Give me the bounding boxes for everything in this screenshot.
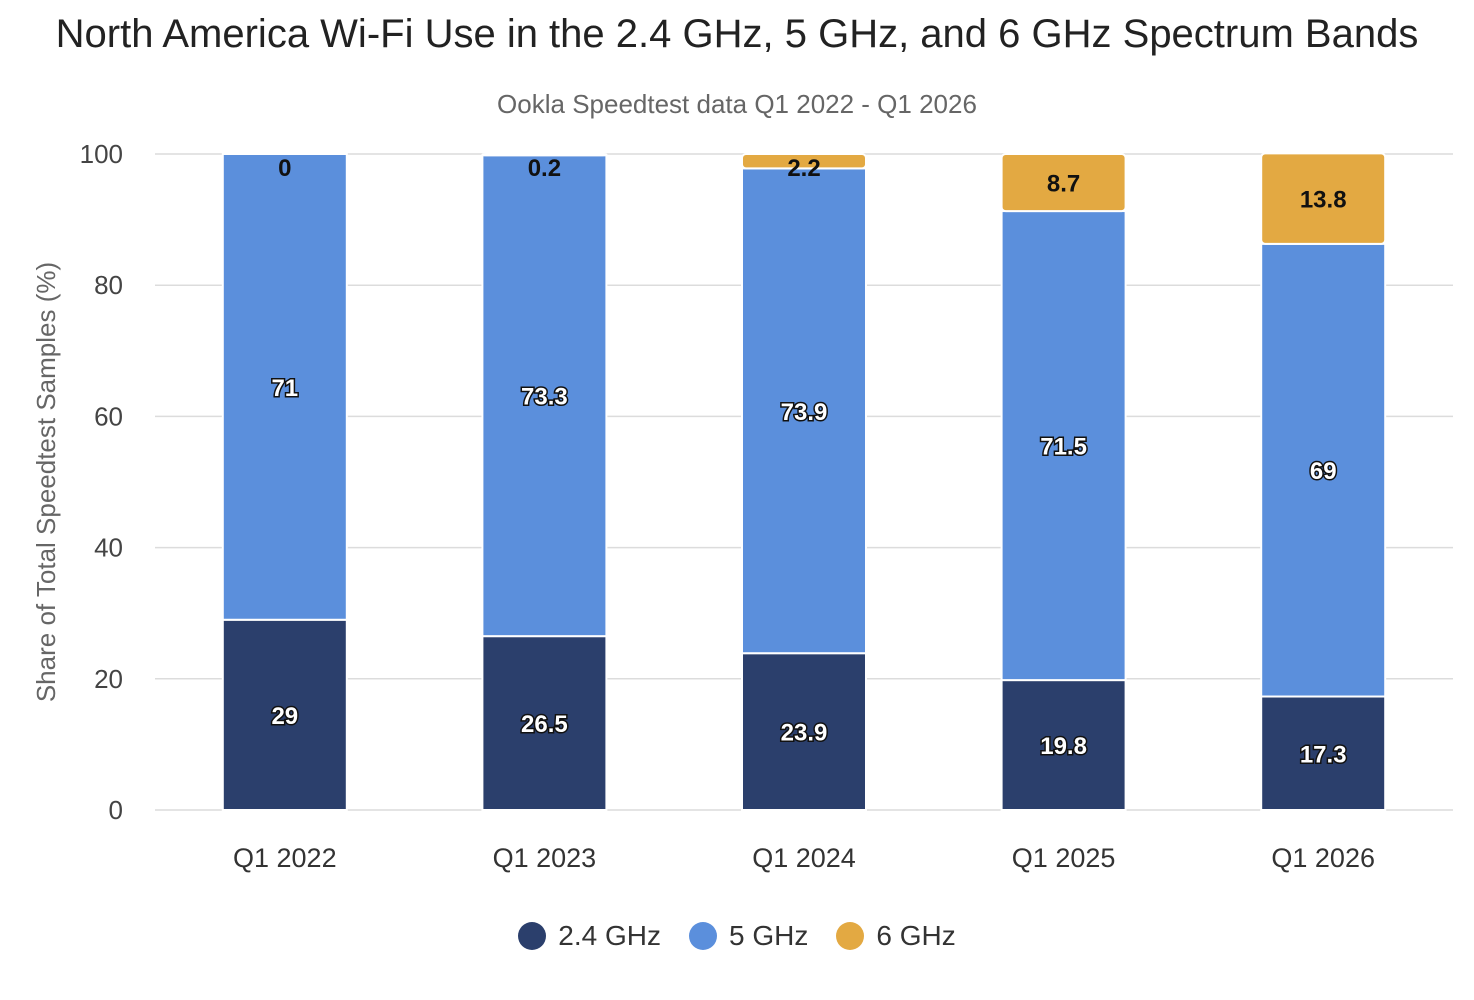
y-axis-ticks: 0 20 40 60 80 100 (80, 139, 123, 825)
x-tick-label: Q1 2024 (752, 843, 856, 873)
y-tick-label: 40 (94, 533, 123, 563)
data-label: 2.2 (787, 155, 820, 182)
bar-segment (741, 153, 867, 170)
legend-label: 6 GHz (876, 920, 956, 951)
bar-segment (1260, 242, 1387, 698)
bar-segment (741, 167, 867, 655)
data-label: 17.3 (1300, 741, 1347, 768)
legend-label: 2.4 GHz (558, 920, 661, 951)
bar-segment (221, 618, 348, 812)
bar-segment (1000, 679, 1127, 811)
data-label: 71 (271, 375, 298, 402)
legend-marker (688, 922, 717, 950)
data-labels: 29 71 0 26.5 73.3 0.2 23.9 73.9 2.2 19.8 71.5 8.7 17… (270, 155, 1348, 770)
data-label: 13.8 (1300, 187, 1347, 214)
legend-item[interactable]: 6 GHz (836, 920, 956, 952)
data-label: 71.5 (1040, 434, 1087, 461)
data-label: 0.2 (528, 155, 561, 182)
legend: 2.4 GHz 5 GHz 6 GHz (0, 920, 1474, 952)
y-tick-label: 20 (94, 664, 123, 694)
x-tick-label: Q1 2026 (1271, 843, 1375, 873)
y-tick-label: 60 (94, 401, 123, 431)
data-label: 73.3 (521, 384, 568, 411)
x-axis-ticks: Q1 2022 Q1 2023 Q1 2024 Q1 2025 Q1 2026 (233, 843, 1375, 873)
data-label: 26.5 (521, 711, 568, 738)
bar-segment (1000, 210, 1127, 682)
legend-label: 5 GHz (728, 920, 809, 951)
bar-segment (741, 652, 867, 811)
bar-segment (221, 153, 348, 621)
chart-title: North America Wi-Fi Use in the 2.4 GHz, … (55, 12, 1419, 56)
y-tick-label: 100 (80, 139, 123, 169)
data-label: 69 (1310, 458, 1337, 485)
x-tick-label: Q1 2023 (493, 843, 597, 873)
chart-subtitle: Ookla Speedtest data Q1 2022 - Q1 2026 (497, 89, 977, 119)
bar-segment (1000, 153, 1127, 213)
data-label: 23.9 (781, 720, 828, 747)
y-tick-label: 0 (109, 795, 123, 825)
x-tick-label: Q1 2022 (233, 843, 337, 873)
bar-segment (481, 153, 608, 157)
x-tick-label: Q1 2025 (1012, 843, 1116, 873)
y-axis-label: Share of Total Speedtest Samples (%) (31, 262, 61, 702)
data-label: 8.7 (1047, 171, 1080, 198)
bars (221, 152, 1387, 812)
bar-segment (1260, 695, 1387, 812)
legend-item[interactable]: 2.4 GHz (518, 920, 661, 952)
legend-marker (518, 922, 547, 950)
legend-marker (836, 922, 865, 950)
y-tick-label: 80 (94, 270, 123, 300)
data-label: 29 (271, 703, 298, 730)
data-label: 73.9 (781, 399, 828, 426)
data-label: 19.8 (1040, 733, 1087, 760)
legend-item[interactable]: 5 GHz (688, 920, 809, 952)
data-label: 0 (278, 155, 291, 182)
bar-segment (1260, 152, 1387, 245)
